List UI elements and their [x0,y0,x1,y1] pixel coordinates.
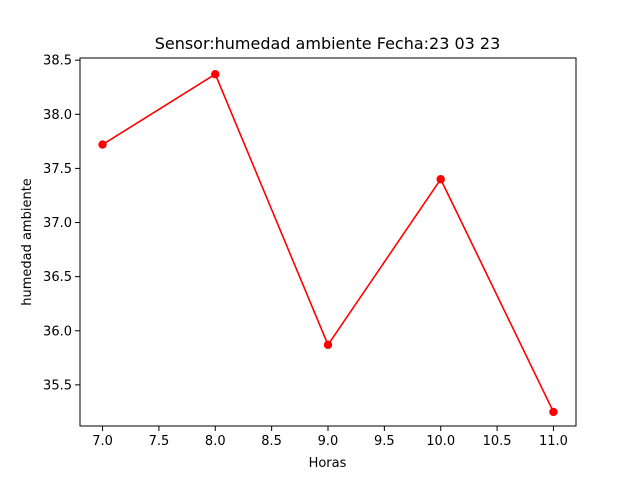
data-point [436,175,445,184]
y-tick-label: 36.5 [43,270,72,285]
plot-frame [79,57,577,427]
x-tick-label: 7.5 [149,434,170,449]
y-tick-label: 36.0 [43,324,72,339]
y-tick-label: 35.5 [43,378,72,393]
x-tick-label: 10.5 [483,434,512,449]
y-tick-label: 38.0 [43,108,72,123]
y-tick-label: 37.5 [43,162,72,177]
data-point [211,70,220,79]
x-tick-label: 9.5 [374,434,395,449]
chart-title: Sensor:humedad ambiente Fecha:23 03 23 [155,34,501,53]
x-tick-label: 9.0 [318,434,339,449]
x-tick-label: 10.0 [426,434,455,449]
data-point [98,140,107,149]
x-axis-title: Horas [309,456,347,471]
data-point [323,340,333,350]
y-tick-label: 37.0 [43,216,72,231]
x-tick-label: 8.5 [261,434,282,449]
x-tick-label: 7.0 [92,434,113,449]
data-point [549,407,558,417]
y-tick-label: 38.5 [43,54,72,69]
y-axis-title: humedad ambiente [20,178,35,306]
x-tick-label: 8.0 [205,434,226,449]
plot-area: 7.0 7.5 8.0 8.5 9.0 9.5 10.0 10.5 11.0 35.5 36.0 36… [43,54,568,449]
x-tick-label: 11.0 [539,434,568,449]
